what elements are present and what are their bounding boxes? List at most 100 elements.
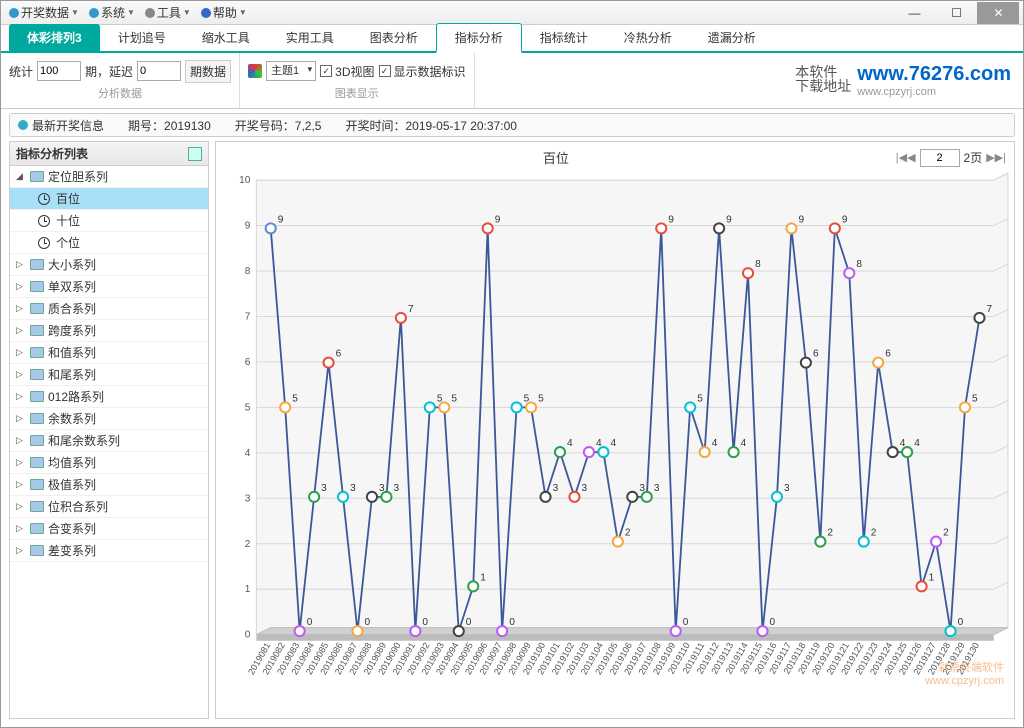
tab-缩水工具[interactable]: 缩水工具 [184, 24, 268, 51]
tab-实用工具[interactable]: 实用工具 [268, 24, 352, 51]
svg-text:0: 0 [307, 617, 313, 628]
svg-text:9: 9 [278, 214, 284, 225]
minimize-button[interactable]: — [893, 2, 935, 24]
svg-text:5: 5 [245, 402, 251, 413]
tab-计划追号[interactable]: 计划追号 [100, 24, 184, 51]
svg-text:3: 3 [350, 483, 356, 494]
svg-text:5: 5 [292, 393, 298, 404]
stat-label: 统计 [9, 63, 33, 80]
svg-text:0: 0 [509, 617, 515, 628]
folder-icon [30, 457, 44, 468]
pager-last[interactable]: ▶▶| [986, 151, 1006, 164]
folder-icon [30, 369, 44, 380]
sidebar: 指标分析列表 ◢定位胆系列百位十位个位▷大小系列▷单双系列▷质合系列▷跨度系列▷… [9, 141, 209, 719]
tree-node-012路系列[interactable]: ▷012路系列 [10, 386, 208, 408]
menu-开奖数据[interactable]: 开奖数据▼ [5, 2, 83, 23]
folder-icon [30, 391, 44, 402]
group1-label: 分析数据 [9, 85, 231, 101]
folder-icon [30, 347, 44, 358]
folder-icon [30, 303, 44, 314]
svg-text:4: 4 [610, 438, 616, 449]
pager-first[interactable]: |◀◀ [896, 151, 916, 164]
folder-icon [30, 171, 44, 182]
menu-系统[interactable]: 系统▼ [85, 2, 139, 23]
brand-area: 本软件 下载地址 www.76276.com www.cpzyrj.com [475, 53, 1023, 108]
svg-text:6: 6 [885, 349, 891, 360]
tree-node-和值系列[interactable]: ▷和值系列 [10, 342, 208, 364]
svg-text:9: 9 [726, 214, 732, 225]
stat-input[interactable] [37, 61, 81, 81]
svg-text:2: 2 [943, 528, 949, 539]
toolbar: 统计 期，延迟 期数据 分析数据 主题1 ✓3D视图 ✓显示数据标识 图表显示 … [1, 53, 1023, 109]
tab-图表分析[interactable]: 图表分析 [352, 24, 436, 51]
svg-text:8: 8 [856, 259, 862, 270]
svg-text:3: 3 [245, 493, 251, 504]
folder-icon [30, 545, 44, 556]
svg-text:9: 9 [798, 214, 804, 225]
folder-icon [30, 281, 44, 292]
brand-url[interactable]: www.76276.com [857, 63, 1011, 86]
tab-指标分析[interactable]: 指标分析 [436, 23, 522, 53]
close-button[interactable]: ✕ [977, 2, 1019, 24]
folder-icon [30, 523, 44, 534]
svg-text:10: 10 [239, 175, 251, 186]
svg-text:0: 0 [365, 617, 371, 628]
chart-canvas: 0123456789109503630337055019055343442339… [216, 170, 1014, 715]
svg-text:0: 0 [958, 617, 964, 628]
svg-text:4: 4 [712, 438, 718, 449]
tree-node-质合系列[interactable]: ▷质合系列 [10, 298, 208, 320]
3d-checkbox[interactable]: ✓3D视图 [320, 63, 374, 80]
info-icon [18, 120, 28, 130]
delay-input[interactable] [137, 61, 181, 81]
doc-icon[interactable] [188, 147, 202, 161]
brand-suburl[interactable]: www.cpzyrj.com [857, 86, 1011, 98]
tree-node-和尾余数系列[interactable]: ▷和尾余数系列 [10, 430, 208, 452]
svg-text:9: 9 [245, 221, 251, 232]
tab-指标统计[interactable]: 指标统计 [522, 24, 606, 51]
svg-text:3: 3 [553, 483, 559, 494]
tree-leaf-个位[interactable]: 个位 [10, 232, 208, 254]
svg-text:0: 0 [770, 617, 776, 628]
menu-帮助[interactable]: 帮助▼ [197, 2, 251, 23]
folder-icon [30, 479, 44, 490]
group2-label: 图表显示 [248, 85, 465, 101]
tree-node-极值系列[interactable]: ▷极值系列 [10, 474, 208, 496]
tree-node-余数系列[interactable]: ▷余数系列 [10, 408, 208, 430]
tree-node-差变系列[interactable]: ▷差变系列 [10, 540, 208, 562]
svg-text:4: 4 [914, 438, 920, 449]
svg-text:8: 8 [755, 259, 761, 270]
content-area: 指标分析列表 ◢定位胆系列百位十位个位▷大小系列▷单双系列▷质合系列▷跨度系列▷… [1, 141, 1023, 727]
tree-node-跨度系列[interactable]: ▷跨度系列 [10, 320, 208, 342]
menu-icon [9, 8, 19, 18]
tree-leaf-百位[interactable]: 百位 [10, 188, 208, 210]
period-button[interactable]: 期数据 [185, 60, 231, 83]
menu-工具[interactable]: 工具▼ [141, 2, 195, 23]
svg-text:9: 9 [842, 214, 848, 225]
watermark: 彩票终端软件 www.cpzyrj.com [925, 662, 1004, 688]
svg-text:9: 9 [495, 214, 501, 225]
menu-bar: 开奖数据▼系统▼工具▼帮助▼ — ☐ ✕ [1, 1, 1023, 25]
tab-main[interactable]: 体彩排列3 [9, 24, 100, 51]
svg-text:5: 5 [972, 393, 978, 404]
folder-icon [30, 435, 44, 446]
svg-text:0: 0 [245, 630, 251, 641]
tree-node-位积合系列[interactable]: ▷位积合系列 [10, 496, 208, 518]
period-label: 期，延迟 [85, 63, 133, 80]
svg-text:7: 7 [408, 304, 414, 315]
tree-node-定位胆系列[interactable]: ◢定位胆系列 [10, 166, 208, 188]
tab-遗漏分析[interactable]: 遗漏分析 [690, 24, 774, 51]
datalabel-checkbox[interactable]: ✓显示数据标识 [379, 63, 466, 80]
tree-node-单双系列[interactable]: ▷单双系列 [10, 276, 208, 298]
svg-text:6: 6 [813, 349, 819, 360]
tree-node-和尾系列[interactable]: ▷和尾系列 [10, 364, 208, 386]
tab-冷热分析[interactable]: 冷热分析 [606, 24, 690, 51]
tree-node-大小系列[interactable]: ▷大小系列 [10, 254, 208, 276]
theme-select[interactable]: 主题1 [266, 61, 316, 81]
tree-node-合变系列[interactable]: ▷合变系列 [10, 518, 208, 540]
maximize-button[interactable]: ☐ [935, 2, 977, 24]
pager-input[interactable] [920, 149, 960, 167]
svg-text:6: 6 [336, 349, 342, 360]
tree-leaf-十位[interactable]: 十位 [10, 210, 208, 232]
tree-node-均值系列[interactable]: ▷均值系列 [10, 452, 208, 474]
svg-text:1: 1 [245, 584, 251, 595]
